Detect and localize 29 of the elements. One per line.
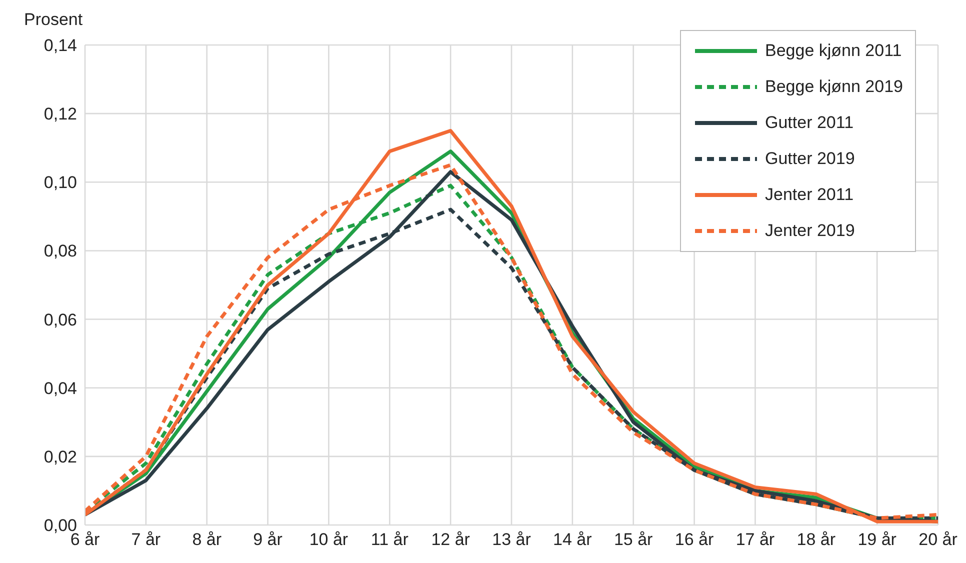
legend-label: Gutter 2019 xyxy=(765,149,855,169)
x-tick-label: 8 år xyxy=(192,530,222,550)
x-tick-label: 16 år xyxy=(674,530,714,550)
x-tick-label: 9 år xyxy=(253,530,283,550)
legend-label: Begge kjønn 2011 xyxy=(765,41,902,61)
x-tick-label: 12 år xyxy=(431,530,470,550)
x-tick-label: 13 år xyxy=(492,530,532,550)
x-tick-label: 17 år xyxy=(736,530,775,550)
y-tick-label: 0,04 xyxy=(44,378,77,398)
x-tick-label: 19 år xyxy=(858,530,897,550)
y-tick-label: 0,08 xyxy=(44,242,77,261)
legend-label: Jenter 2019 xyxy=(765,221,855,241)
x-tick-label: 11 år xyxy=(370,530,409,550)
y-tick-label: 0,12 xyxy=(44,104,77,124)
x-tick-label: 15 år xyxy=(614,530,654,550)
y-axis-title: Prosent xyxy=(24,10,83,30)
legend-label: Begge kjønn 2019 xyxy=(765,77,903,97)
legend-label: Gutter 2011 xyxy=(765,113,854,133)
x-tick-label: 6 år xyxy=(70,530,100,550)
legend-label: Jenter 2011 xyxy=(765,185,854,205)
y-tick-label: 0,02 xyxy=(44,447,77,466)
y-tick-label: 0,06 xyxy=(44,310,77,330)
x-tick-label: 7 år xyxy=(131,530,161,550)
x-tick-label: 10 år xyxy=(309,530,348,550)
x-tick-label: 14 år xyxy=(553,530,592,550)
x-tick-label: 18 år xyxy=(796,530,836,550)
x-tick-label: 20 år xyxy=(918,530,958,550)
y-tick-label: 0,10 xyxy=(44,173,77,192)
y-tick-label: 0,14 xyxy=(44,36,77,56)
